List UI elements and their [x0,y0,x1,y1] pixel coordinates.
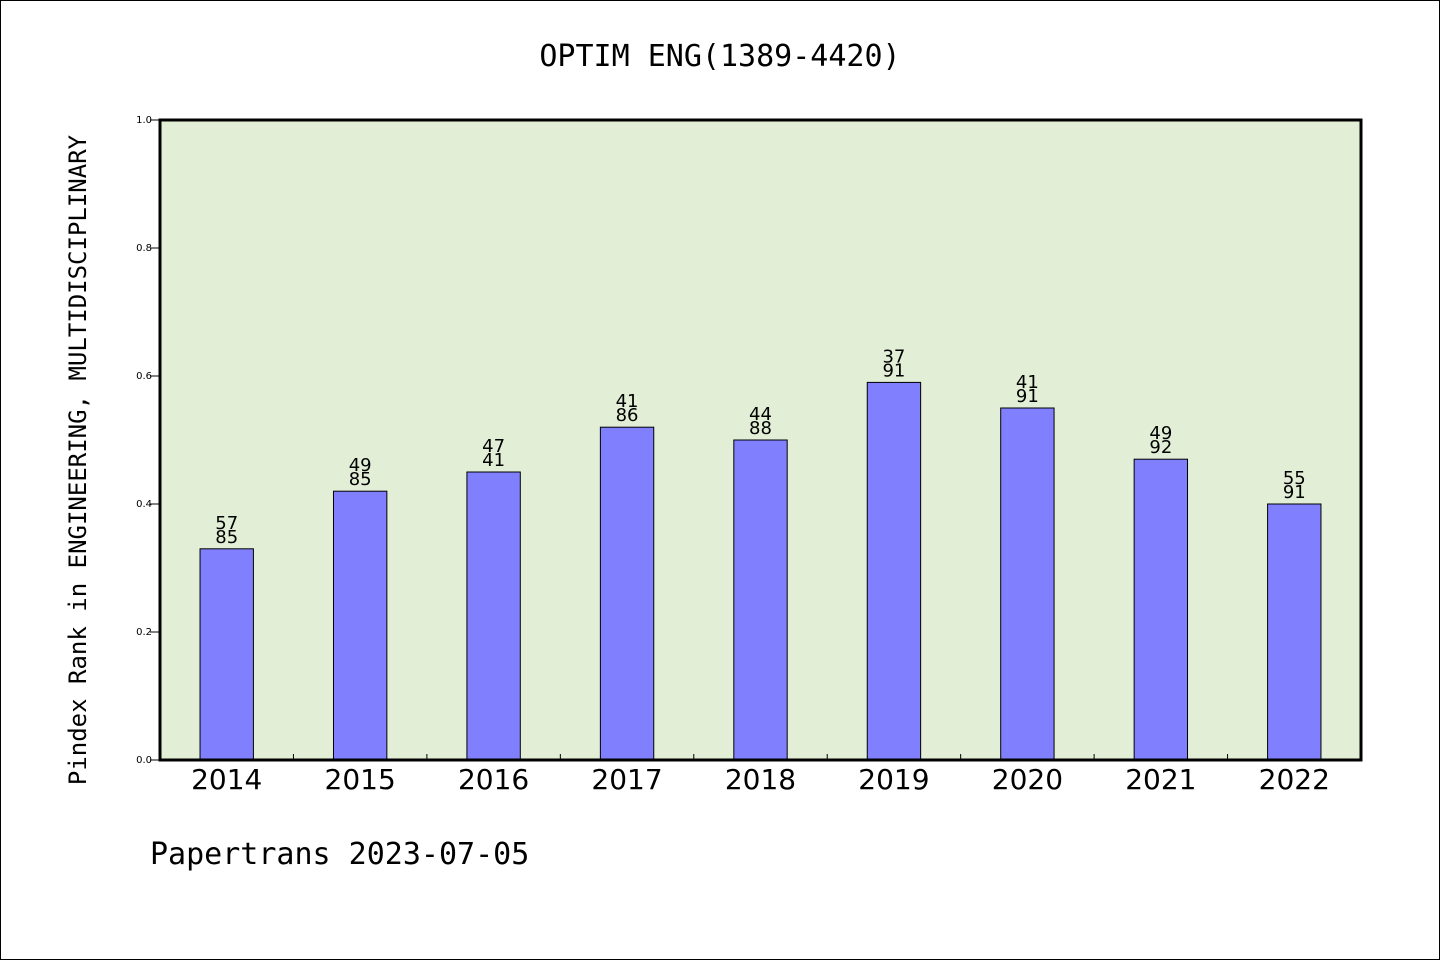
bar [1133,458,1189,761]
bar [866,381,922,761]
bar-label-top: 49 [1149,423,1172,444]
x-tick-label: 2015 [325,763,396,796]
x-tick-label: 2016 [458,763,529,796]
y-tick-label: 0.0 [136,755,152,766]
x-tick-label: 2018 [725,763,796,796]
bars [199,381,1322,761]
bar [466,471,521,761]
y-tick-label: 1.0 [136,115,152,126]
x-tick-label: 2017 [591,763,662,796]
bar [1000,407,1055,761]
plot-border [158,118,1363,762]
bar-label-bottom: 91 [1283,482,1306,503]
bar-label-top: 41 [616,391,639,412]
bar [599,426,655,761]
x-tick-label: 2022 [1259,763,1330,796]
x-tick-label: 2019 [858,763,929,796]
bar-label-bottom: 86 [616,405,639,426]
bar-label-bottom: 85 [215,527,238,548]
bar-label-top: 49 [349,455,372,476]
x-axis: 2014 2015 2016 2017 2018 2019 2020 2021 2022 [191,754,1330,796]
bar-label-top: 57 [215,513,238,534]
bar [1267,503,1322,761]
y-axis: 0.0 0.2 0.4 0.6 0.8 1.0 [136,115,160,766]
y-tick-label: 0.6 [136,371,152,382]
x-tick-label: 2014 [191,763,262,796]
bar-label-bottom: 88 [749,418,772,439]
y-axis-label: Pindex Rank in ENGINEERING, MULTIDISCIPL… [64,134,92,785]
bar-label-top: 47 [482,436,505,457]
bar-label-top: 37 [882,346,905,367]
x-tick-label: 2021 [1125,763,1196,796]
x-tick-label: 2020 [992,763,1063,796]
bar-label-bottom: 91 [882,360,905,381]
y-tick-label: 0.4 [136,499,152,510]
bar [733,439,788,761]
bar-label-bottom: 85 [349,469,372,490]
chart-title: OPTIM ENG(1389-4420) [539,39,900,74]
bar-label-bottom: 92 [1149,437,1172,458]
bar-label-top: 41 [1016,372,1039,393]
bar-label-top: 55 [1283,468,1306,489]
footer-text: Papertrans 2023-07-05 [150,837,529,872]
bar-label-bottom: 41 [482,450,505,471]
y-tick-label: 0.2 [136,627,152,638]
y-tick-label: 0.8 [136,243,152,254]
bar [199,548,254,761]
bar-label-bottom: 91 [1016,386,1039,407]
bar-label-top: 44 [749,404,772,425]
bar [332,490,388,761]
